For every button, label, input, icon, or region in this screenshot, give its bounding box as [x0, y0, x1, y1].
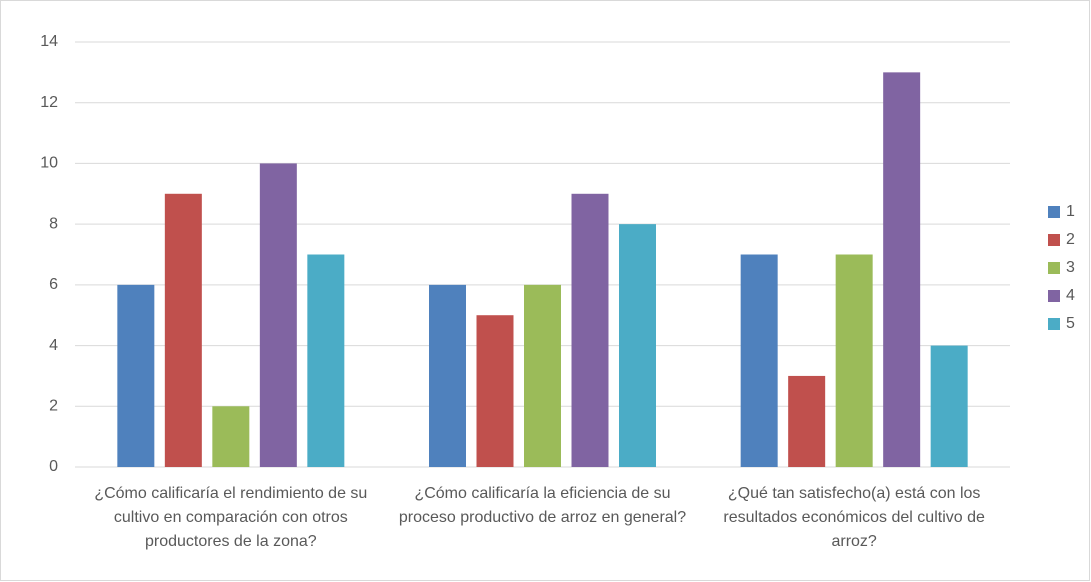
bar: [212, 406, 250, 467]
bar: [524, 284, 561, 467]
legend-swatch: [1048, 318, 1060, 330]
y-tick-label: 10: [40, 155, 58, 172]
legend-label: 4: [1066, 287, 1075, 304]
y-tick-label: 2: [49, 398, 58, 415]
bar: [429, 284, 466, 467]
y-tick-label: 4: [49, 337, 58, 354]
bar: [835, 254, 873, 467]
y-tick-label: 0: [49, 458, 58, 475]
legend-label: 2: [1066, 231, 1075, 248]
legend-swatch: [1048, 234, 1060, 246]
y-tick-label: 12: [40, 94, 58, 111]
legend-label: 3: [1066, 259, 1075, 276]
x-tick-label: ¿Cómo calificaría la eficiencia de su pr…: [398, 485, 687, 526]
bar: [117, 284, 155, 467]
y-tick-label: 8: [49, 215, 58, 232]
bar: [307, 254, 345, 467]
y-tick-label: 14: [40, 33, 58, 50]
y-tick-label: 6: [49, 276, 58, 293]
legend-label: 1: [1066, 203, 1075, 220]
bar: [571, 193, 609, 468]
x-tick-label: ¿Qué tan satisfecho(a) está con los resu…: [723, 485, 985, 550]
bar: [740, 254, 778, 467]
x-tick-label: ¿Cómo calificaría el rendimiento de su c…: [94, 485, 368, 550]
bar: [788, 375, 826, 467]
bar: [476, 315, 514, 467]
bar: [930, 345, 968, 467]
bar: [883, 72, 921, 467]
bar: [619, 224, 656, 467]
legend-swatch: [1048, 206, 1060, 218]
legend-swatch: [1048, 290, 1060, 302]
legend-swatch: [1048, 262, 1060, 274]
legend-label: 5: [1066, 315, 1075, 332]
bar: [164, 193, 202, 468]
bar: [259, 163, 297, 467]
